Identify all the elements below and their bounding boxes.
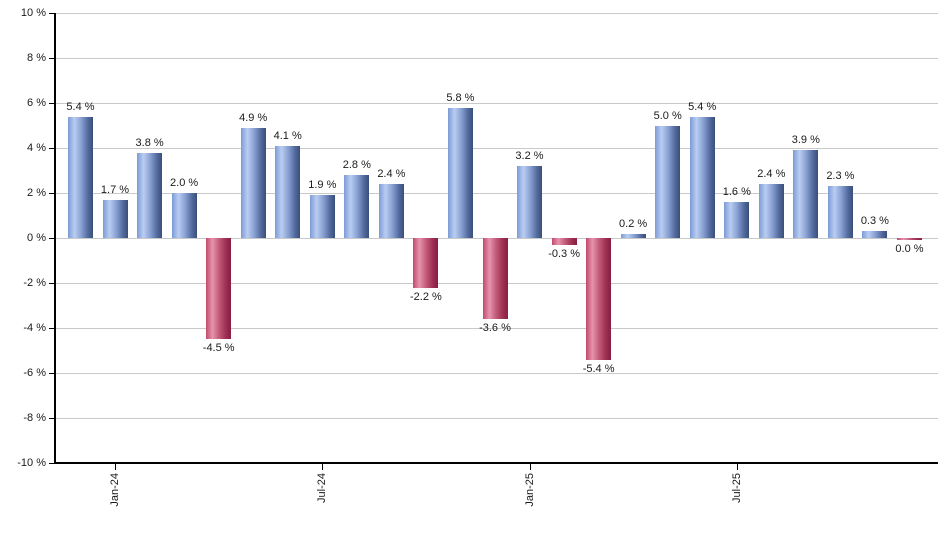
bar-positive <box>378 184 404 238</box>
bar-positive <box>655 125 681 238</box>
y-axis-tick <box>49 238 55 239</box>
bar-positive <box>102 199 128 239</box>
x-axis-tick <box>115 464 116 470</box>
bar-value-label: -3.6 % <box>479 322 511 334</box>
y-axis-tick-label: -6 % <box>23 367 46 379</box>
bar-value-label: 4.9 % <box>239 111 268 124</box>
x-axis-tick-label: Jul-24 <box>316 473 329 503</box>
bar-positive <box>171 193 197 238</box>
bar-value-label: 5.4 % <box>66 100 95 113</box>
y-axis-tick <box>49 328 55 329</box>
bar-positive <box>275 145 301 238</box>
y-axis-tick-label: 4 % <box>27 142 46 154</box>
gridline <box>55 418 938 419</box>
bar-value-label: 1.9 % <box>308 179 337 192</box>
bar-value-label: 3.8 % <box>135 136 164 149</box>
x-axis-tick <box>530 464 531 470</box>
bar-value-label: 0.2 % <box>619 217 648 230</box>
bar-positive <box>344 175 370 238</box>
gridline <box>55 148 938 149</box>
bar-positive <box>137 152 163 238</box>
bar-positive <box>793 150 819 239</box>
bar-value-label: 4.1 % <box>273 129 302 142</box>
y-axis-tick-label: 6 % <box>27 97 46 109</box>
bar-positive <box>724 202 750 238</box>
y-axis-tick-label: -10 % <box>17 457 46 469</box>
bar-positive <box>309 195 335 239</box>
gridline <box>55 13 938 14</box>
x-axis-line <box>54 462 938 464</box>
bar-value-label: -5.4 % <box>582 362 615 375</box>
y-axis-tick-label: 8 % <box>27 52 46 64</box>
bar-negative <box>897 238 922 240</box>
bar-value-label: 1.7 % <box>100 183 130 196</box>
x-axis-tick-label: Jan-25 <box>523 473 536 507</box>
y-axis-tick <box>49 283 55 284</box>
x-axis-tick <box>322 464 323 470</box>
bar-value-label: -0.3 % <box>548 247 580 260</box>
y-axis-tick-label: 10 % <box>20 7 46 19</box>
gridline <box>55 328 938 329</box>
bar-value-label: 0.3 % <box>860 215 889 228</box>
bar-negative <box>482 238 508 319</box>
y-axis-tick <box>49 58 55 59</box>
bar-positive <box>689 116 715 238</box>
y-axis-tick <box>49 463 55 464</box>
bar-negative <box>206 238 232 340</box>
bar-negative <box>413 238 439 288</box>
bar-positive <box>240 127 266 238</box>
y-axis-tick-label: -8 % <box>23 412 46 424</box>
gridline <box>55 373 938 374</box>
bar-positive <box>620 233 646 238</box>
bar-value-label: 2.4 % <box>377 168 406 180</box>
bar-value-label: 2.0 % <box>170 177 199 189</box>
bar-value-label: 2.4 % <box>757 168 786 180</box>
bar-positive <box>68 116 93 238</box>
y-axis-tick <box>49 193 55 194</box>
y-axis-line <box>54 13 56 464</box>
y-axis-tick <box>49 148 55 149</box>
bar-value-label: 3.2 % <box>515 150 544 162</box>
y-axis-tick-label: 0 % <box>27 232 46 244</box>
bar-value-label: 2.3 % <box>826 170 855 183</box>
bar-value-label: -2.2 % <box>409 290 442 303</box>
y-axis-tick <box>49 13 55 14</box>
x-axis-tick-label: Jul-25 <box>730 473 743 503</box>
gridline <box>55 193 938 194</box>
y-axis-tick <box>49 103 55 104</box>
x-axis-tick-label: Jan-24 <box>109 473 122 507</box>
bar-negative <box>586 238 612 360</box>
y-axis-tick <box>49 418 55 419</box>
bar-value-label: -4.5 % <box>202 342 235 355</box>
y-axis-tick-label: 2 % <box>27 187 46 199</box>
bar-positive <box>862 231 888 239</box>
bar-positive <box>758 184 784 238</box>
bar-value-label: 0.0 % <box>895 243 924 255</box>
bar-positive <box>827 186 853 238</box>
bar-positive <box>447 107 473 238</box>
x-axis-tick <box>737 464 738 470</box>
bar-positive <box>517 166 542 238</box>
bar-value-label: 5.0 % <box>653 109 682 122</box>
gridline <box>55 103 938 104</box>
y-axis-tick-label: -4 % <box>23 322 46 334</box>
bar-value-label: 1.6 % <box>722 186 751 198</box>
bar-value-label: 2.8 % <box>342 159 371 171</box>
bar-value-label: 5.8 % <box>446 91 475 104</box>
y-axis-tick-label: -2 % <box>23 277 46 289</box>
bar-value-label: 3.9 % <box>791 134 820 147</box>
bar-negative <box>551 238 577 245</box>
y-axis-tick <box>49 373 55 374</box>
bar-value-label: 5.4 % <box>688 100 717 113</box>
gridline <box>55 58 938 59</box>
